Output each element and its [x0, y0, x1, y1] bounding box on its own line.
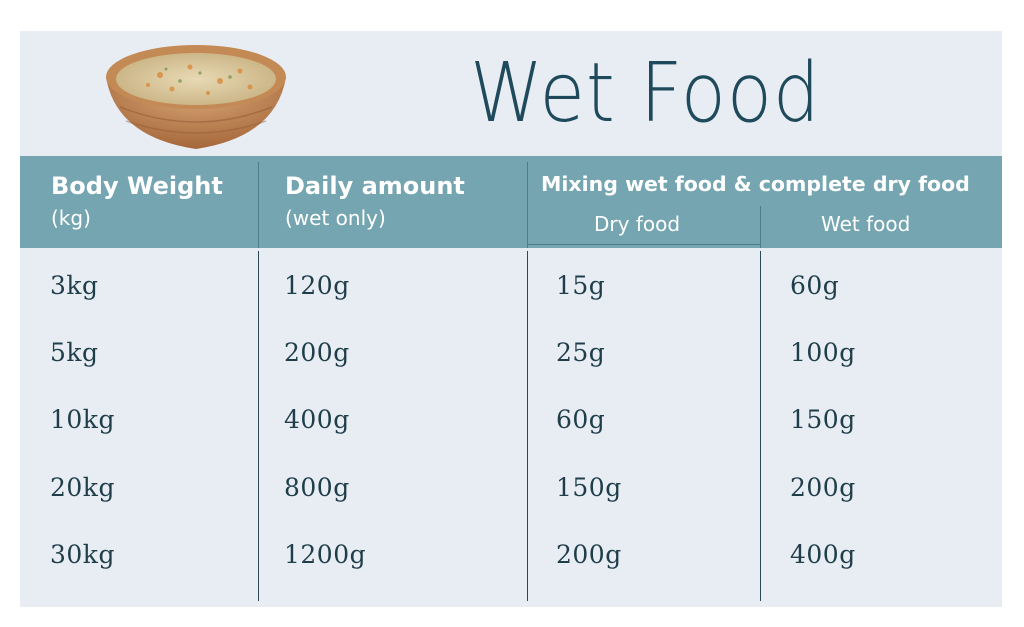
- cell-dry: 150g: [556, 473, 622, 502]
- cell-wet: 100g: [790, 338, 856, 367]
- cell-daily: 120g: [284, 271, 350, 300]
- header-dry-food: Dry food: [594, 212, 681, 236]
- cell-daily: 400g: [284, 405, 350, 434]
- feeding-guide-card: Wet Food Body Weight (kg) Daily amount (…: [20, 31, 1002, 607]
- cell-wet: 60g: [790, 271, 840, 300]
- table-header: Body Weight (kg) Daily amount (wet only)…: [20, 156, 1002, 248]
- cell-dry: 25g: [556, 338, 606, 367]
- header-daily-amount: Daily amount: [285, 172, 465, 200]
- cell-weight: 10kg: [50, 405, 115, 434]
- header-divider: [528, 244, 760, 245]
- cell-weight: 3kg: [50, 271, 99, 300]
- cell-wet: 200g: [790, 473, 856, 502]
- column-divider: [258, 251, 259, 601]
- food-bowl-image: [106, 45, 286, 149]
- header-column-divider: [527, 162, 528, 248]
- cell-weight: 5kg: [50, 338, 99, 367]
- header-wet-food: Wet food: [821, 212, 911, 236]
- header-daily-amount-note: (wet only): [285, 206, 386, 230]
- cell-dry: 60g: [556, 405, 606, 434]
- cell-daily: 200g: [284, 338, 350, 367]
- cell-dry: 200g: [556, 540, 622, 569]
- column-divider: [527, 251, 528, 601]
- page-title: Wet Food: [470, 46, 821, 141]
- cell-weight: 20kg: [50, 473, 115, 502]
- cell-wet: 400g: [790, 540, 856, 569]
- header-body-weight-unit: (kg): [51, 206, 91, 230]
- header-body-weight: Body Weight: [51, 172, 223, 200]
- column-divider: [760, 251, 761, 601]
- cell-dry: 15g: [556, 271, 606, 300]
- header-column-divider: [760, 206, 761, 248]
- cell-wet: 150g: [790, 405, 856, 434]
- header-column-divider: [258, 162, 259, 248]
- cell-daily: 800g: [284, 473, 350, 502]
- header-mixing: Mixing wet food & complete dry food: [541, 172, 970, 196]
- cell-daily: 1200g: [284, 540, 367, 569]
- cell-weight: 30kg: [50, 540, 115, 569]
